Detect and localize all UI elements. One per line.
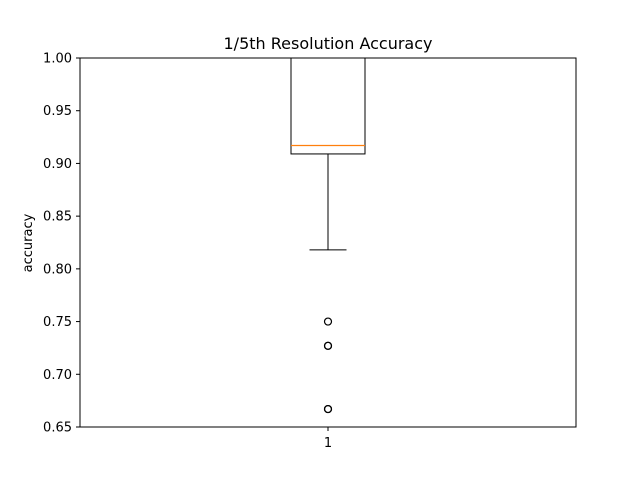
y-axis: 0.65 0.70 0.75 0.80 0.85 0.90 0.95 1.00 [43, 52, 80, 436]
y-tick-label: 1.00 [43, 52, 72, 67]
plot-area [290, 57, 366, 414]
box-group [290, 57, 366, 414]
y-tick-label: 0.90 [43, 157, 72, 172]
outlier-point [323, 341, 333, 350]
x-axis: 1 [324, 427, 332, 451]
y-tick-label: 0.85 [43, 210, 72, 225]
y-axis-label: accuracy [21, 213, 36, 272]
x-tick-label: 1 [324, 436, 332, 451]
y-tick-label: 0.65 [43, 421, 72, 436]
interquartile-box [290, 57, 366, 155]
outlier-point [323, 317, 333, 326]
y-tick-label: 0.80 [43, 262, 72, 277]
y-tick-label: 0.75 [43, 315, 72, 330]
y-tick-label: 0.95 [43, 104, 72, 119]
outlier-point [323, 404, 333, 414]
y-tick-label: 0.70 [43, 368, 72, 383]
chart-title: 1/5th Resolution Accuracy [224, 34, 433, 53]
